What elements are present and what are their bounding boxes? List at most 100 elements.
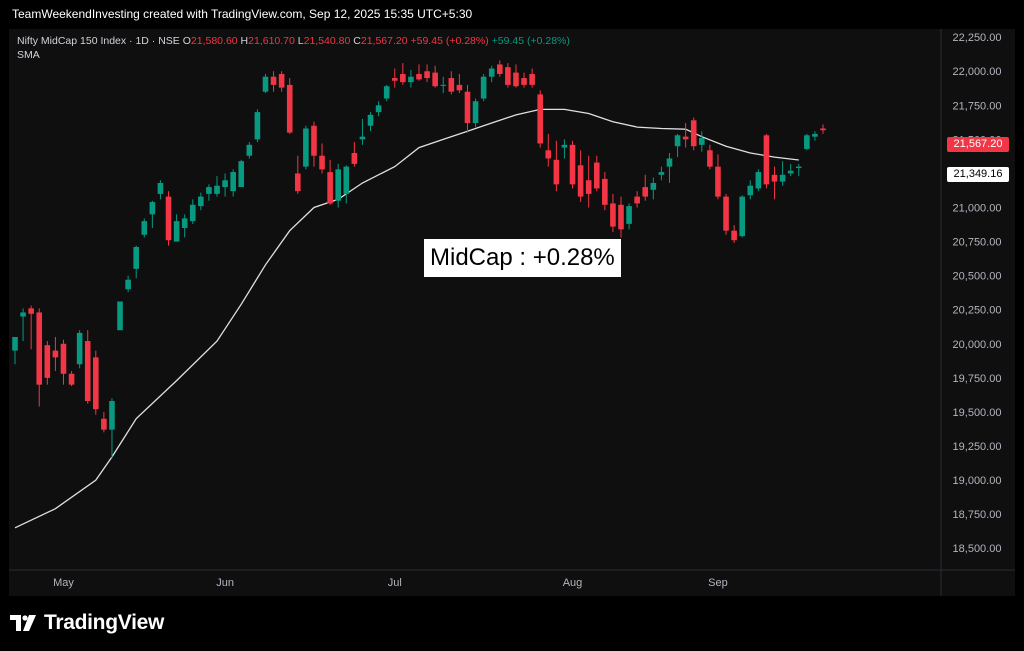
candle-body: [246, 144, 253, 156]
candlestick-chart[interactable]: 18,500.00 18,750.00 19,000.00 19,250.00 19,5…: [9, 29, 1015, 596]
candle-body: [577, 165, 584, 197]
candle-body: [101, 418, 107, 430]
candle-body: [674, 135, 681, 147]
candle-body: [367, 114, 374, 126]
candle-body: [343, 166, 350, 194]
candle-body: [715, 166, 721, 197]
midcap-annotation[interactable]: MidCap : +0.28%: [424, 239, 621, 277]
candle-body: [400, 73, 406, 83]
candle-body: [602, 178, 608, 205]
symbol-label[interactable]: Nifty MidCap 150 Index · 1D · NSE: [17, 35, 180, 47]
candle-body: [690, 120, 697, 147]
y-tick-label: 18,750.00: [953, 509, 1002, 521]
candle-body: [707, 150, 713, 167]
candle-body: [820, 128, 826, 131]
candle-body: [117, 301, 123, 331]
candle-body: [642, 187, 649, 197]
candle-body: [295, 173, 301, 192]
candle-body: [60, 343, 67, 374]
x-tick-label: May: [53, 577, 74, 589]
candle-body: [391, 78, 398, 81]
open-label: O: [182, 35, 191, 47]
tradingview-logo-icon: [10, 615, 36, 631]
chart-legend: Nifty MidCap 150 Index · 1D · NSE O21,58…: [17, 33, 570, 49]
candle-body: [521, 78, 527, 85]
candle-body: [658, 172, 665, 175]
chart-panel[interactable]: 18,500.00 18,750.00 19,000.00 19,250.00 19,5…: [9, 29, 1015, 596]
candle-body: [270, 76, 277, 85]
candle-body: [173, 221, 180, 242]
candle-body: [44, 345, 51, 378]
candle-body: [440, 84, 447, 86]
x-tick-label: Jul: [388, 577, 402, 589]
candle-body: [472, 101, 479, 124]
candle-body: [593, 162, 600, 189]
candle-body: [448, 78, 455, 92]
attribution-bar: TeamWeekendInvesting created with Tradin…: [0, 0, 1024, 28]
candle-body: [739, 196, 745, 237]
candle-body: [133, 247, 139, 269]
candle-body: [319, 155, 325, 170]
candle-body: [28, 308, 34, 314]
candle-body: [795, 166, 802, 168]
x-tick-label: Sep: [708, 577, 728, 589]
candle-body: [747, 185, 754, 196]
y-tick-label: 19,000.00: [953, 475, 1002, 487]
y-tick-label: 19,500.00: [953, 407, 1002, 419]
y-tick-label: 19,250.00: [953, 441, 1002, 453]
candle-body: [303, 128, 309, 167]
candle-body: [618, 204, 624, 230]
candle-body: [230, 172, 236, 192]
change-value-secondary: +59.45 (+0.28%): [491, 35, 570, 47]
high-value: 21,610.70: [248, 35, 295, 47]
candle-body: [351, 153, 358, 164]
tradingview-footer[interactable]: TradingView: [10, 608, 164, 638]
open-value: 21,580.60: [190, 35, 238, 47]
candle-body: [553, 159, 560, 185]
candle-body: [585, 180, 592, 194]
y-tick-label: 20,750.00: [953, 237, 1002, 249]
candle-body: [634, 196, 640, 204]
y-tick-label: 20,000.00: [953, 339, 1002, 351]
x-tick-label: Jun: [216, 577, 234, 589]
candle-body: [771, 174, 778, 182]
candle-body: [699, 138, 705, 145]
candle-body: [109, 401, 115, 430]
candle-body: [497, 64, 503, 74]
candle-body: [505, 67, 511, 85]
y-tick-label: 22,250.00: [953, 32, 1002, 44]
candle-body: [206, 187, 212, 194]
candle-body: [763, 135, 770, 185]
close-label: C: [353, 35, 361, 47]
y-tick-label: 21,750.00: [953, 100, 1002, 112]
last-price-tag: 21,567.20: [947, 137, 1009, 152]
candle-body: [52, 350, 59, 358]
y-tick-label: 20,250.00: [953, 305, 1002, 317]
sma-indicator-label[interactable]: SMA: [17, 49, 40, 61]
candle-body: [214, 185, 220, 194]
attribution-text: TeamWeekendInvesting created with Tradin…: [12, 7, 473, 21]
y-tick-label: 19,750.00: [953, 373, 1002, 385]
candle-body: [84, 341, 91, 402]
candle-body: [327, 172, 333, 204]
candle-body: [286, 84, 293, 133]
candle-body: [238, 161, 245, 188]
candle-body: [610, 203, 616, 227]
candle-body: [149, 202, 156, 215]
candle-body: [666, 158, 673, 167]
y-tick-label: 20,500.00: [953, 271, 1002, 283]
candle-body: [278, 73, 285, 88]
sma-line: [14, 108, 799, 529]
low-value: 21,540.80: [303, 35, 351, 47]
candle-body: [723, 196, 729, 231]
candle-body: [165, 196, 172, 241]
x-tick-label: Aug: [563, 577, 583, 589]
candle-body: [93, 357, 99, 410]
candle-body: [383, 86, 390, 99]
y-tick-label: 21,000.00: [953, 203, 1002, 215]
candle-body: [787, 170, 794, 174]
candle-body: [375, 105, 382, 113]
candle-body: [157, 182, 164, 194]
candle-body: [513, 72, 519, 87]
sma-price-tag: 21,349.16: [947, 167, 1009, 182]
